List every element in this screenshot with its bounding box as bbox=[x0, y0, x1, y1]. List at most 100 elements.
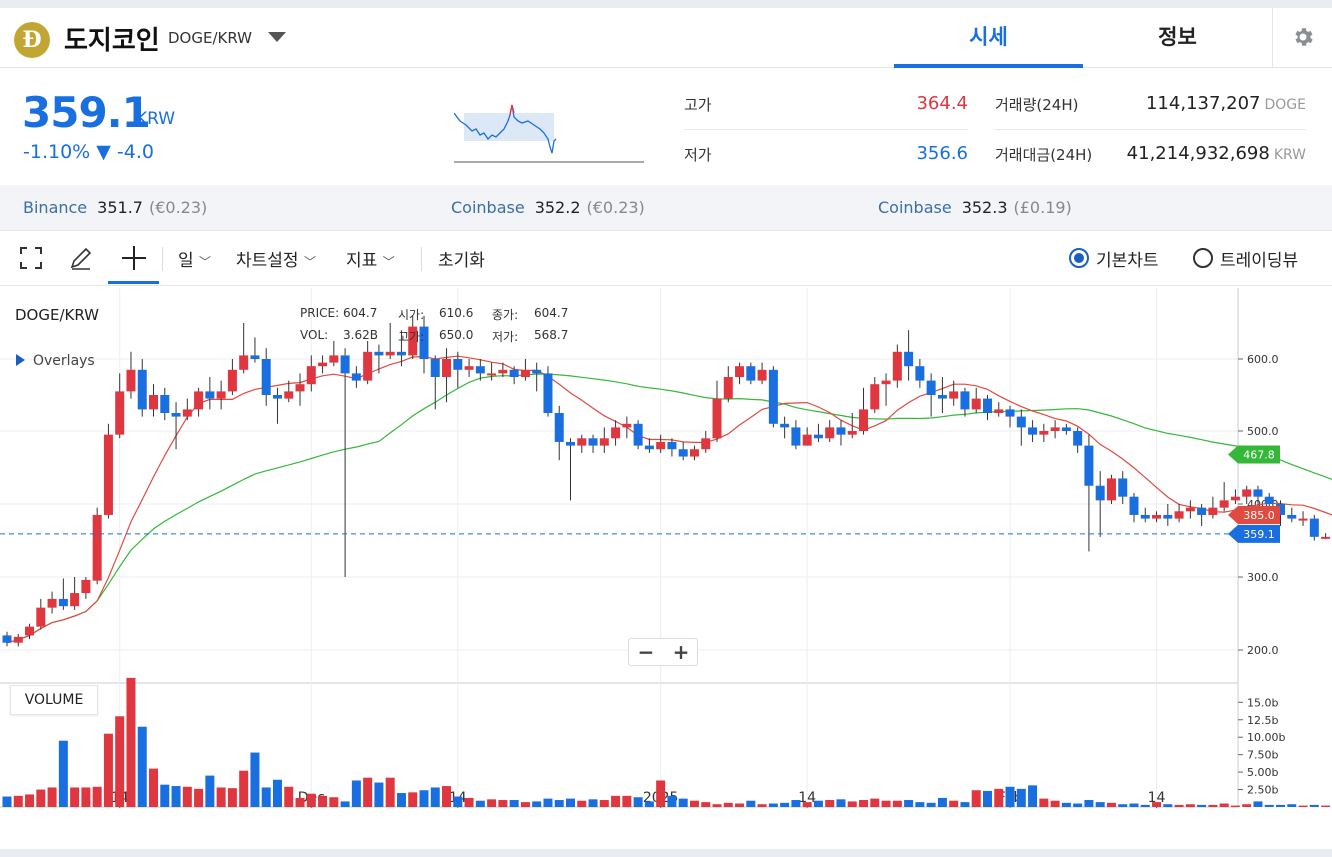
chevron-down-icon: ﹀ bbox=[199, 255, 212, 269]
exchange-item[interactable]: Coinbase 352.2 (€0.23) bbox=[451, 198, 645, 217]
volume-bar bbox=[554, 800, 564, 807]
chevron-down-icon: ﹀ bbox=[303, 255, 316, 269]
volume-bar bbox=[904, 800, 914, 807]
volume-bar bbox=[36, 789, 46, 807]
volume-bar bbox=[588, 799, 598, 807]
candle-body bbox=[1084, 445, 1094, 486]
candle-body bbox=[1208, 507, 1218, 515]
zoom-in-button[interactable]: + bbox=[672, 640, 690, 664]
volume-bar bbox=[115, 716, 125, 807]
volume-bar bbox=[385, 777, 395, 807]
candle-body bbox=[81, 579, 91, 594]
candle-body bbox=[261, 359, 271, 395]
volume-bar bbox=[25, 794, 35, 807]
zoom-out-button[interactable]: − bbox=[637, 640, 655, 664]
candle-body bbox=[960, 391, 970, 410]
price-axis-label: 500.0 bbox=[1247, 425, 1279, 438]
legend-low-value: 568.7 bbox=[534, 328, 569, 342]
candle-body bbox=[1219, 500, 1229, 508]
volume-bar bbox=[633, 797, 643, 807]
candle-body bbox=[757, 369, 767, 381]
candle-body bbox=[419, 326, 429, 359]
volume-bar bbox=[194, 788, 204, 807]
volume-bar bbox=[937, 797, 947, 807]
reset-button[interactable]: 초기화 bbox=[438, 251, 485, 271]
volume-bar bbox=[1309, 804, 1319, 807]
tab-market[interactable]: 시세 bbox=[894, 8, 1083, 68]
long-moving-average-line bbox=[6, 373, 1332, 644]
volume-bar bbox=[949, 800, 959, 807]
exchange-name: Coinbase bbox=[878, 198, 952, 217]
divider bbox=[162, 247, 163, 271]
candle-body bbox=[137, 369, 147, 410]
price-badge-label: 467.8 bbox=[1243, 449, 1275, 462]
exchange-fiat: (£0.19) bbox=[1013, 198, 1072, 217]
basic-chart-label[interactable]: 기본차트 bbox=[1096, 251, 1159, 271]
candle-body bbox=[1185, 507, 1195, 512]
volume-bar bbox=[1242, 804, 1252, 807]
volume-bar bbox=[487, 799, 497, 807]
volume-bar bbox=[1264, 804, 1274, 807]
exchange-name: Coinbase bbox=[451, 198, 525, 217]
candle-body bbox=[701, 438, 711, 450]
candle-body bbox=[1061, 427, 1071, 431]
candle-body bbox=[295, 384, 305, 392]
overlays-toggle[interactable]: Overlays bbox=[16, 353, 95, 369]
volume-bar bbox=[644, 801, 654, 807]
tab-info[interactable]: 정보 bbox=[1158, 25, 1197, 49]
candle-body bbox=[239, 355, 249, 370]
chart-settings-dropdown[interactable]: 차트설정 ﹀ bbox=[236, 246, 316, 271]
trading-view-label[interactable]: 트레이딩뷰 bbox=[1220, 251, 1299, 271]
candle-body bbox=[1005, 409, 1015, 417]
volume-bar bbox=[160, 784, 170, 807]
interval-dropdown[interactable]: 일 ﹀ bbox=[178, 246, 211, 271]
volume-bar bbox=[1016, 788, 1026, 807]
volume-bar bbox=[126, 677, 136, 807]
volume-bar bbox=[1219, 803, 1229, 807]
volume-bar bbox=[227, 788, 237, 807]
volume-bar bbox=[712, 804, 722, 807]
candle-body bbox=[149, 395, 159, 410]
candle-body bbox=[1287, 514, 1297, 519]
volume-bar bbox=[442, 786, 452, 807]
candle-body bbox=[813, 434, 823, 439]
basic-chart-radio[interactable] bbox=[1069, 248, 1089, 268]
price-axis-label: 300.0 bbox=[1247, 571, 1279, 584]
price-chart[interactable]: 600.0 500.0 400.0 300.0 200.0 15.0b 12.5b 10.00… bbox=[0, 288, 1332, 812]
price-badge-label: 359.1 bbox=[1243, 528, 1275, 541]
volume-bar bbox=[960, 802, 970, 807]
coin-selector-dropdown-icon[interactable] bbox=[268, 32, 286, 42]
candlestick-chart[interactable]: 600.0500.0400.0300.0200.015.0b12.5b10.00… bbox=[0, 288, 1332, 812]
volume-bar bbox=[205, 775, 215, 807]
volume-bar bbox=[137, 726, 147, 807]
current-price: 359.1 bbox=[22, 88, 151, 137]
chart-settings-label: 차트설정 bbox=[236, 251, 299, 271]
candle-body bbox=[982, 398, 992, 413]
volume-bar bbox=[2, 796, 12, 807]
app-window: Ð 도지코인 DOGE/KRW 시세 정보 359.1 KRW -1.10% ▼… bbox=[0, 8, 1332, 849]
volume-bar bbox=[250, 752, 260, 807]
fullscreen-icon[interactable] bbox=[17, 244, 45, 272]
gear-icon[interactable] bbox=[1272, 8, 1332, 68]
trading-view-radio[interactable] bbox=[1193, 248, 1213, 268]
volume-bar bbox=[1118, 804, 1128, 807]
candle-body bbox=[622, 423, 632, 428]
volume-bar bbox=[915, 802, 925, 807]
exchange-item[interactable]: Binance 351.7 (€0.23) bbox=[23, 198, 207, 217]
candle-body bbox=[847, 431, 857, 435]
candle-body bbox=[937, 395, 947, 399]
volume-bar bbox=[306, 793, 316, 807]
legend-low-label: 저가: bbox=[492, 330, 519, 344]
candle-body bbox=[306, 366, 316, 385]
crosshair-icon[interactable] bbox=[120, 244, 148, 272]
pencil-icon[interactable] bbox=[67, 244, 95, 272]
price-badge bbox=[1228, 524, 1280, 543]
indicators-dropdown[interactable]: 지표 ﹀ bbox=[346, 246, 395, 271]
candle-body bbox=[1253, 489, 1263, 497]
volume-bar bbox=[1321, 805, 1331, 807]
exchange-item[interactable]: Coinbase 352.3 (£0.19) bbox=[878, 198, 1072, 217]
volume-bar bbox=[58, 740, 68, 807]
candle-body bbox=[453, 359, 463, 370]
volume-axis-label: 5.00b bbox=[1247, 766, 1278, 779]
candle-body bbox=[712, 398, 722, 439]
